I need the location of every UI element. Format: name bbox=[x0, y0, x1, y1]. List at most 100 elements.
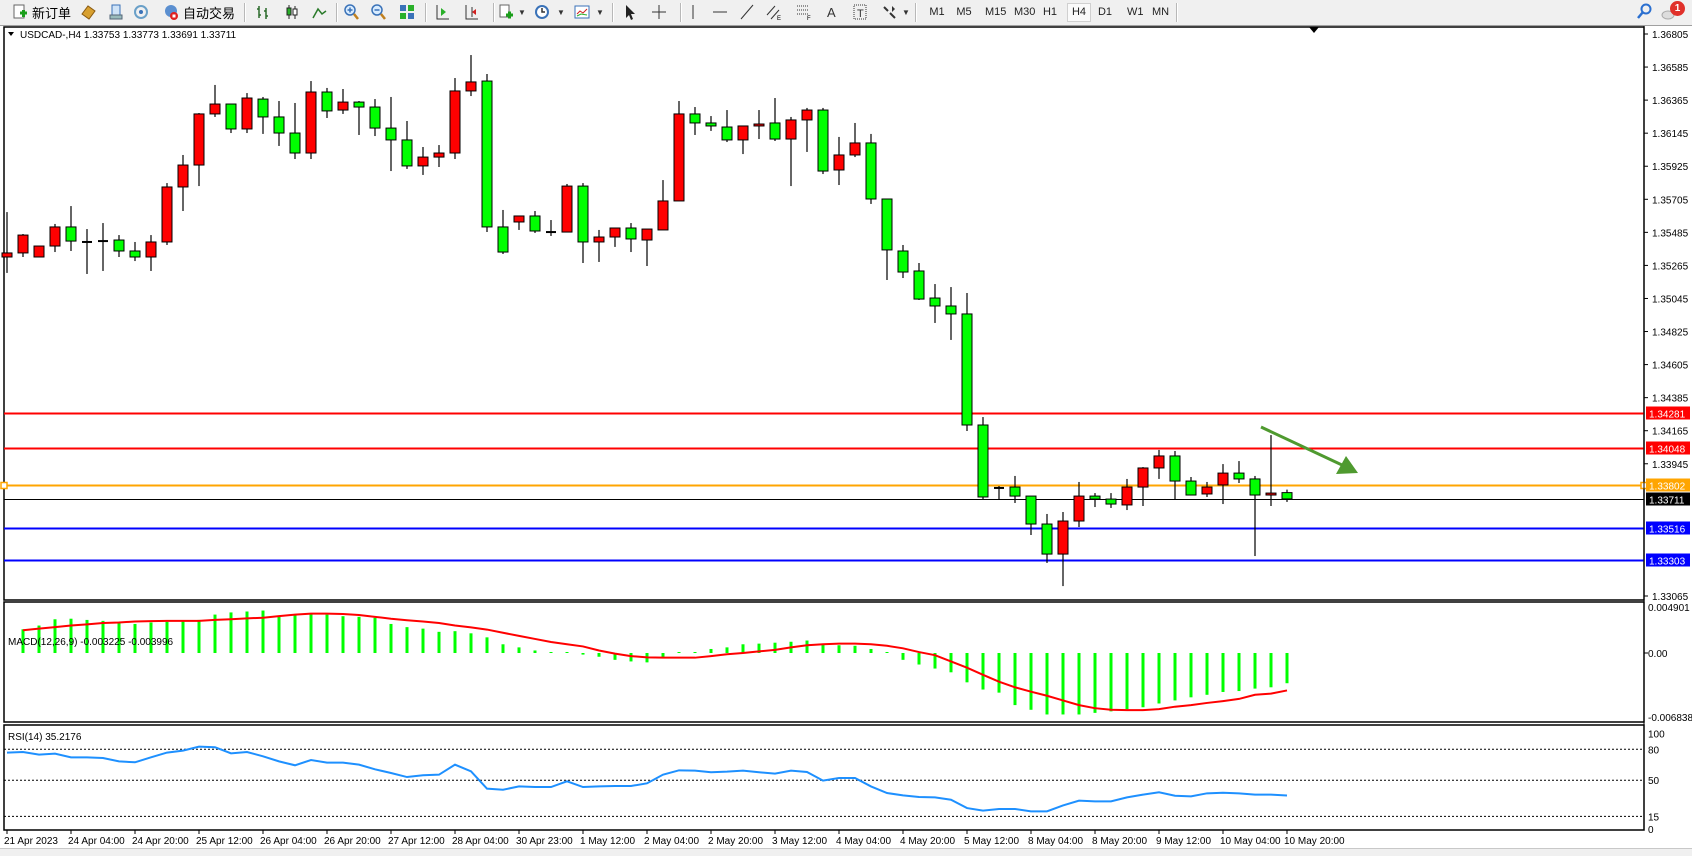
new-order-button[interactable]: 新订单 bbox=[11, 2, 71, 22]
candle[interactable] bbox=[625, 223, 637, 253]
candle[interactable] bbox=[257, 96, 269, 134]
candle[interactable] bbox=[353, 101, 365, 135]
equidistant-channel-button[interactable]: E bbox=[765, 2, 783, 22]
candle[interactable] bbox=[897, 244, 909, 279]
candle[interactable] bbox=[977, 417, 989, 500]
navigator-button[interactable] bbox=[107, 2, 125, 22]
candle[interactable] bbox=[497, 209, 509, 254]
dropdown-arrow-icon[interactable]: ▼ bbox=[902, 7, 910, 17]
auto-trading-button[interactable]: 自动交易 bbox=[162, 2, 235, 22]
bar-chart-button[interactable] bbox=[254, 2, 272, 22]
candle[interactable] bbox=[913, 263, 925, 300]
candle[interactable] bbox=[65, 206, 77, 251]
candle[interactable] bbox=[1105, 493, 1117, 508]
candle[interactable] bbox=[785, 116, 797, 187]
horizontal-line-button[interactable] bbox=[711, 2, 729, 22]
candle[interactable] bbox=[1137, 467, 1149, 506]
candle[interactable] bbox=[273, 101, 285, 146]
line-chart-button[interactable] bbox=[310, 2, 328, 22]
candle[interactable] bbox=[17, 234, 29, 257]
collapse-triangle-icon[interactable] bbox=[8, 32, 14, 36]
candle[interactable] bbox=[1201, 481, 1213, 497]
candle[interactable] bbox=[98, 223, 108, 271]
templates-button[interactable] bbox=[573, 2, 591, 22]
arrows-button[interactable] bbox=[880, 2, 898, 22]
candle[interactable] bbox=[1041, 513, 1053, 563]
zoom-in-button[interactable] bbox=[342, 2, 360, 22]
candle[interactable] bbox=[929, 284, 941, 323]
candle[interactable] bbox=[1073, 481, 1085, 528]
timeframe-h1[interactable]: H1 bbox=[1042, 6, 1058, 18]
tile-windows-button[interactable] bbox=[398, 2, 416, 22]
candle[interactable] bbox=[49, 223, 61, 253]
candle[interactable] bbox=[801, 107, 813, 152]
candle[interactable] bbox=[721, 110, 733, 143]
candle[interactable] bbox=[529, 211, 541, 233]
candle[interactable] bbox=[113, 235, 125, 257]
candle[interactable] bbox=[865, 133, 877, 204]
candle[interactable] bbox=[753, 110, 765, 140]
candle[interactable] bbox=[401, 121, 413, 169]
candle[interactable] bbox=[881, 198, 893, 280]
candle[interactable] bbox=[945, 287, 957, 340]
candle[interactable] bbox=[433, 145, 445, 167]
candle[interactable] bbox=[305, 81, 317, 160]
auto-scroll-button[interactable] bbox=[462, 2, 480, 22]
search-button[interactable] bbox=[1635, 2, 1653, 22]
candle[interactable] bbox=[1089, 493, 1101, 508]
candle[interactable] bbox=[321, 87, 333, 118]
candle[interactable] bbox=[641, 228, 653, 267]
candle[interactable] bbox=[1009, 475, 1021, 503]
indicators-button[interactable] bbox=[497, 2, 515, 22]
candle[interactable] bbox=[705, 116, 717, 131]
candle[interactable] bbox=[465, 55, 477, 97]
cursor-button[interactable] bbox=[621, 2, 639, 22]
trendline-button[interactable] bbox=[738, 2, 756, 22]
candle[interactable] bbox=[737, 125, 749, 155]
candle[interactable] bbox=[1057, 512, 1069, 587]
candle[interactable] bbox=[817, 107, 829, 175]
periods-button[interactable] bbox=[533, 2, 551, 22]
zoom-out-button[interactable] bbox=[369, 2, 387, 22]
candle[interactable] bbox=[241, 93, 253, 134]
line-handle[interactable] bbox=[0, 481, 8, 490]
timeframe-h4[interactable]: H4 bbox=[1067, 3, 1091, 22]
candle[interactable] bbox=[593, 229, 605, 262]
fibonacci-button[interactable]: F bbox=[795, 2, 813, 22]
market-watch-button[interactable] bbox=[79, 2, 97, 22]
candle[interactable] bbox=[225, 103, 237, 134]
timeframe-m15[interactable]: M15 bbox=[985, 6, 1007, 18]
candle[interactable] bbox=[657, 180, 669, 231]
candle[interactable] bbox=[609, 227, 621, 247]
timeframe-w1[interactable]: W1 bbox=[1127, 6, 1144, 18]
dropdown-arrow-icon[interactable]: ▼ bbox=[596, 7, 604, 17]
timeframe-d1[interactable]: D1 bbox=[1097, 6, 1113, 18]
vertical-line-button[interactable] bbox=[684, 2, 702, 22]
candle[interactable] bbox=[1169, 450, 1181, 500]
candle[interactable] bbox=[145, 235, 157, 271]
candle[interactable] bbox=[961, 293, 973, 432]
candle[interactable] bbox=[1281, 489, 1293, 502]
candle[interactable] bbox=[1, 212, 13, 273]
chart-shift-button[interactable] bbox=[433, 2, 451, 22]
dropdown-arrow-icon[interactable]: ▼ bbox=[557, 7, 565, 17]
candle[interactable] bbox=[849, 122, 861, 158]
timeframe-mn[interactable]: MN bbox=[1152, 6, 1170, 18]
signal-button[interactable] bbox=[132, 2, 150, 22]
timeframe-m5[interactable]: M5 bbox=[956, 6, 972, 18]
candle[interactable] bbox=[33, 245, 45, 258]
candle[interactable] bbox=[689, 107, 701, 135]
candle[interactable] bbox=[1185, 476, 1197, 496]
candle[interactable] bbox=[193, 113, 205, 187]
candle[interactable] bbox=[337, 88, 349, 114]
candle[interactable] bbox=[1217, 464, 1229, 505]
text-button[interactable]: A bbox=[823, 2, 841, 22]
candle[interactable] bbox=[177, 154, 189, 212]
candle[interactable] bbox=[385, 96, 397, 172]
trend-arrow[interactable] bbox=[1260, 425, 1358, 474]
candle[interactable] bbox=[417, 147, 429, 175]
macd-panel[interactable]: 0.004901 0.00 -0.006838 bbox=[3, 601, 1692, 724]
candle[interactable] bbox=[209, 84, 221, 117]
dropdown-arrow-icon[interactable]: ▼ bbox=[518, 7, 526, 17]
candle[interactable] bbox=[369, 99, 381, 137]
